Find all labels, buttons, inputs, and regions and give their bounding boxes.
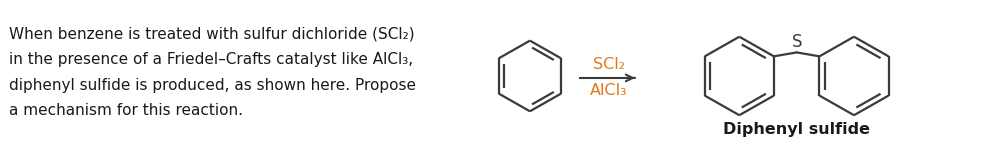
Text: a mechanism for this reaction.: a mechanism for this reaction. bbox=[9, 103, 244, 118]
Text: diphenyl sulfide is produced, as shown here. Propose: diphenyl sulfide is produced, as shown h… bbox=[9, 78, 415, 93]
Text: in the presence of a Friedel–Crafts catalyst like AlCl₃,: in the presence of a Friedel–Crafts cata… bbox=[9, 52, 414, 67]
Text: When benzene is treated with sulfur dichloride (SCl₂): When benzene is treated with sulfur dich… bbox=[9, 27, 414, 42]
Text: Diphenyl sulfide: Diphenyl sulfide bbox=[723, 122, 870, 137]
Text: SCl₂: SCl₂ bbox=[592, 57, 624, 72]
Text: AlCl₃: AlCl₃ bbox=[589, 83, 627, 98]
Text: S: S bbox=[790, 33, 801, 52]
